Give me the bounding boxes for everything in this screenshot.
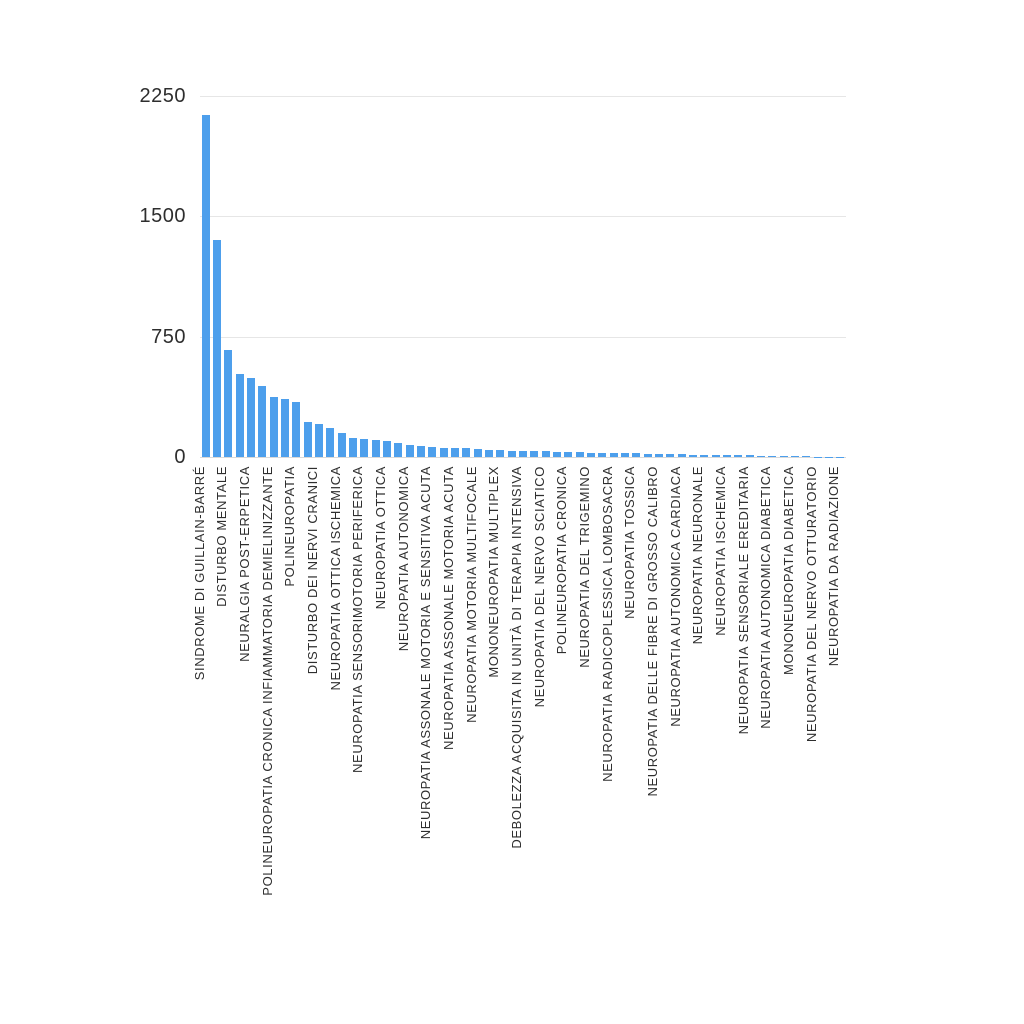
x-axis-label: NEUROPATIA AUTONOMICA CARDIACA xyxy=(667,466,683,727)
x-axis-label: SINDROME DI GUILLAIN-BARRÉ xyxy=(191,466,207,681)
bar xyxy=(485,450,493,457)
bar xyxy=(564,451,573,457)
bar xyxy=(757,455,765,457)
bar xyxy=(360,439,369,457)
bar xyxy=(587,452,595,457)
bar xyxy=(451,448,459,457)
x-axis-label: NEUROPATIA DEL NERVO OTTURATORIO xyxy=(803,466,819,743)
bar xyxy=(462,448,471,457)
x-axis-label: NEUROPATIA AUTONOMICA DIABETICA xyxy=(758,466,774,729)
bar xyxy=(496,450,505,457)
x-axis-label: NEUROPATIA TOSSICA xyxy=(622,466,638,619)
x-axis-label: NEUROPATIA DELLE FIBRE DI GROSSO CALIBRO xyxy=(645,466,660,797)
bar xyxy=(802,456,811,457)
x-axis-label: NEUROPATIA OTTICA xyxy=(373,466,388,610)
bar xyxy=(269,396,278,457)
x-axis-label: POLINEUROPATIA CRONICA INFIAMMATORIA DEM… xyxy=(259,466,275,896)
bar xyxy=(609,452,618,457)
bar xyxy=(383,441,391,457)
bar xyxy=(519,450,527,457)
x-axis-label: POLINEUROPATIA xyxy=(282,466,298,587)
bar xyxy=(711,454,720,457)
gridline-0 xyxy=(200,457,846,458)
x-axis-label: NEUROPATIA DEL TRIGEMINO xyxy=(577,466,592,668)
bar xyxy=(677,454,686,457)
gridline-1500 xyxy=(200,216,846,218)
bar xyxy=(439,447,448,457)
bar xyxy=(315,424,323,457)
bar xyxy=(337,433,346,457)
x-axis-label: MONONEUROPATIA DIABETICA xyxy=(781,466,796,675)
bar xyxy=(292,402,301,457)
bar xyxy=(745,455,754,457)
x-axis-label: NEUROPATIA OTTICA ISCHEMICA xyxy=(327,466,343,691)
x-axis-label: POLINEUROPATIA CRONICA xyxy=(554,466,570,655)
bar xyxy=(553,451,561,457)
y-axis-tick-label: 2250 xyxy=(139,85,186,107)
x-axis-label: MONONEUROPATIA MULTIPLEX xyxy=(486,466,502,678)
bar xyxy=(303,421,312,457)
bar xyxy=(779,456,788,457)
bar xyxy=(405,444,414,457)
bar xyxy=(201,115,210,457)
x-axis-label: NEUROPATIA ASSONALE MOTORIA ACUTA xyxy=(441,466,456,750)
x-axis-label: NEUROPATIA DEL NERVO SCIATICO xyxy=(531,466,547,708)
bar xyxy=(258,385,267,457)
x-axis-label: NEUROPATIA ISCHEMICA xyxy=(713,466,728,636)
x-axis-label: NEURALGIA POST-ERPETICA xyxy=(237,466,252,662)
x-axis-label: NEUROPATIA DA RADIAZIONE xyxy=(826,466,842,667)
x-axis-label: NEUROPATIA SENSORIMOTORIA PERIFERICA xyxy=(350,466,366,773)
bar xyxy=(507,450,516,457)
x-axis-label: NEUROPATIA RADICOPLESSICA LOMBOSACRA xyxy=(599,466,615,782)
bar xyxy=(621,453,629,457)
y-axis-tick-label: 1500 xyxy=(139,205,186,228)
bar xyxy=(689,454,697,457)
bar xyxy=(326,428,335,457)
y-axis-tick-label: 750 xyxy=(151,325,186,348)
bar xyxy=(247,378,255,457)
bar xyxy=(655,453,663,457)
bar xyxy=(213,240,221,457)
bar xyxy=(394,442,403,457)
bar xyxy=(224,349,233,457)
bar xyxy=(734,455,743,457)
bar xyxy=(700,454,709,457)
bar xyxy=(428,446,437,457)
x-axis-label: NEUROPATIA MOTORIA MULTIFOCALE xyxy=(463,466,479,723)
bar xyxy=(791,456,799,457)
bar xyxy=(530,451,539,457)
y-axis-tick-label: 0 xyxy=(174,446,186,468)
x-axis-label: NEUROPATIA NEURONALE xyxy=(690,466,706,645)
bar xyxy=(281,399,289,457)
x-axis-label: DEBOLEZZA ACQUISITA IN UNITÀ DI TERAPIA … xyxy=(509,466,524,849)
bar xyxy=(632,453,641,457)
bar xyxy=(235,374,244,457)
bar xyxy=(575,452,584,457)
bar xyxy=(473,448,482,457)
x-axis-label: NEUROPATIA SENSORIALE EREDITARIA xyxy=(735,466,751,735)
x-axis-label: DISTURBO DEI NERVI CRANICI xyxy=(305,466,320,675)
bar xyxy=(723,455,731,457)
bar xyxy=(541,451,550,457)
x-axis-label: NEUROPATIA ASSONALE MOTORIA E SENSITIVA … xyxy=(418,466,434,840)
x-axis-label: NEUROPATIA AUTONOMICA xyxy=(395,466,411,652)
bar xyxy=(666,454,675,457)
bar xyxy=(349,437,357,457)
bar xyxy=(768,455,777,457)
gridline-2250 xyxy=(200,96,846,97)
bar xyxy=(598,452,607,457)
bar xyxy=(643,453,652,457)
gridline-750 xyxy=(200,336,846,338)
bar xyxy=(371,439,380,457)
x-axis-label: DISTURBO MENTALE xyxy=(214,466,230,607)
bar xyxy=(417,446,425,457)
